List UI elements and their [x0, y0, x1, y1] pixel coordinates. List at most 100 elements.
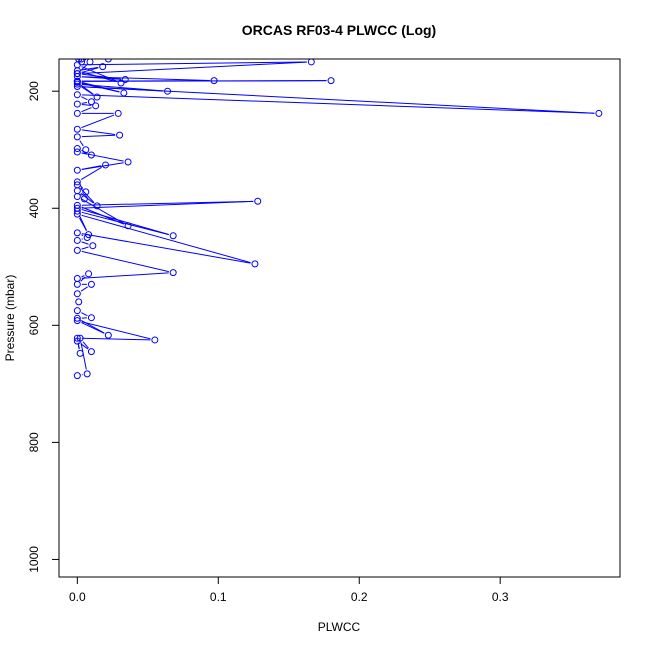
series-line-segment	[82, 59, 87, 61]
series-line-segment	[81, 61, 307, 66]
data-point	[89, 242, 97, 250]
data-point	[254, 197, 262, 205]
data-point	[73, 337, 81, 345]
data-point	[73, 290, 81, 298]
series-line-segment	[81, 337, 151, 341]
series-line-segment	[80, 286, 88, 292]
data-point	[87, 98, 95, 106]
x-tick-label: 0.0	[69, 590, 86, 604]
y-axis-label: Pressure (mbar)	[3, 275, 17, 362]
series-line-segment	[81, 81, 120, 93]
data-point	[102, 161, 110, 169]
data-point	[169, 269, 177, 277]
data-point	[116, 131, 124, 139]
data-point	[251, 260, 259, 268]
series-line-segment	[81, 250, 169, 273]
y-tick-label: 400	[27, 198, 41, 218]
series-line-segment	[81, 209, 169, 236]
series-line-segment	[80, 166, 102, 181]
series-line-segment	[81, 94, 595, 114]
series-line-segment	[81, 200, 254, 206]
series-line-segment	[81, 129, 116, 135]
data-point	[73, 246, 81, 254]
y-tick-label: 800	[27, 432, 41, 452]
data-point	[73, 125, 81, 133]
data-point	[73, 145, 81, 153]
data-point	[120, 89, 128, 97]
data-point	[104, 59, 112, 63]
series-line-segment	[81, 76, 210, 82]
data-point	[73, 204, 81, 212]
series-line-segment	[81, 114, 115, 129]
series-line-segment	[81, 211, 169, 236]
data-point	[86, 59, 94, 66]
x-tick-label: 0.2	[351, 590, 368, 604]
series-line-segment	[81, 101, 88, 104]
data-point	[93, 93, 101, 101]
series-line-segment	[81, 322, 105, 334]
data-point	[124, 222, 132, 230]
series-line-segment	[81, 80, 210, 82]
data-point	[169, 232, 177, 240]
data-point	[73, 91, 81, 99]
y-tick-label: 1000	[27, 546, 41, 573]
data-point	[210, 77, 218, 85]
x-axis-label: PLWCC	[318, 620, 361, 634]
data-point	[75, 59, 83, 63]
data-point	[87, 280, 95, 288]
data-point	[73, 334, 81, 342]
data-point	[75, 298, 83, 306]
series-line-segment	[78, 215, 88, 231]
series-line-segment	[81, 320, 105, 334]
data-point	[82, 146, 90, 154]
series-line-segment	[81, 152, 88, 155]
series-line-segment	[81, 104, 92, 106]
data-point	[73, 100, 81, 108]
data-point	[85, 231, 93, 239]
data-point	[73, 109, 81, 117]
data-point	[307, 59, 315, 66]
series-line-segment	[81, 96, 88, 101]
data-point	[73, 166, 81, 174]
data-point	[93, 202, 101, 210]
data-point	[595, 109, 603, 117]
data-point	[87, 348, 95, 356]
data-point	[83, 370, 91, 378]
series-line-segment	[81, 66, 99, 71]
data-point	[73, 236, 81, 244]
series-line-segment	[79, 193, 82, 196]
series-line-segment	[80, 342, 87, 370]
series-line-segment	[81, 234, 84, 237]
series-line-segment	[81, 246, 89, 250]
series-line-segment	[79, 185, 84, 189]
series-line-segment	[81, 275, 85, 278]
data-point	[117, 79, 125, 87]
data-point	[73, 70, 81, 78]
data-point	[73, 372, 81, 380]
data-point	[82, 188, 90, 196]
data-point	[85, 270, 93, 278]
series-line-segment	[81, 272, 169, 279]
series-line-segment	[81, 206, 125, 225]
data-point	[114, 109, 122, 117]
data-point	[121, 75, 129, 83]
chart-title: ORCAS RF03-4 PLWCC (Log)	[242, 22, 436, 38]
series-line-segment	[81, 71, 117, 83]
data-point	[73, 274, 81, 282]
data-point	[104, 331, 112, 339]
series-line-segment	[81, 241, 89, 245]
data-point	[151, 336, 159, 344]
y-tick-label: 200	[27, 81, 41, 101]
series-line-segment	[81, 214, 251, 264]
series-line-segment	[81, 107, 92, 113]
series-line-segment	[81, 321, 151, 340]
data-point	[124, 158, 132, 166]
x-tick-label: 0.1	[210, 590, 227, 604]
series-line-segment	[81, 67, 99, 73]
data-point	[73, 201, 81, 209]
series-line-segment	[81, 76, 121, 80]
series-line-segment	[80, 343, 89, 350]
data-point	[73, 178, 81, 186]
